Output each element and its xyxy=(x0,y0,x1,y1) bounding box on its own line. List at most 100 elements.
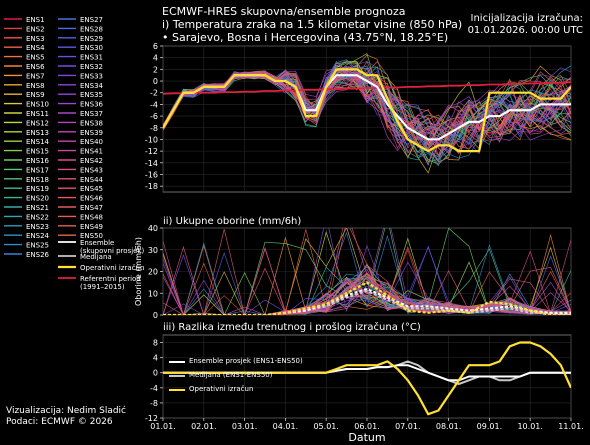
legend-label-ens34: ENS34 xyxy=(80,82,104,90)
y-tick-label: 0 xyxy=(153,311,158,320)
legend-label-ens41: ENS41 xyxy=(80,148,103,156)
difference-panel: 8 4 0 -4 -8 -12 iii) Razlika između trenutnog … xyxy=(145,321,572,423)
x-tick-label: 02.01. xyxy=(191,422,216,431)
series-line-ens49 xyxy=(163,229,571,315)
legend-label-ens45: ENS45 xyxy=(80,185,103,193)
temperature-panel: 6 4 2 0 -2 -4 -6 -8 -10 -12 -14 -16 -18 xyxy=(145,42,572,193)
legend-label-ens1: ENS1 xyxy=(26,16,45,24)
y-tick-label: -18 xyxy=(145,182,158,191)
credit-line-2: Podaci: ECMWF © 2026 xyxy=(6,417,113,427)
series-line-ens48 xyxy=(163,228,571,315)
legend-label-ens28: ENS28 xyxy=(80,25,103,33)
x-tick-label: 05.01. xyxy=(313,422,338,431)
x-tick-label: 04.01. xyxy=(273,422,298,431)
legend-label-ensemble: Ensemble xyxy=(80,239,114,247)
legend-sublabel-reference: (1991–2015) xyxy=(80,283,125,291)
legend-label-ens20: ENS20 xyxy=(26,195,49,203)
x-tick-label: 06.01. xyxy=(354,422,379,431)
x-axis-title: Datum xyxy=(348,431,385,444)
legend-label-ens32: ENS32 xyxy=(80,63,103,71)
legend-label-ens43: ENS43 xyxy=(80,166,103,174)
legend-label-ens2: ENS2 xyxy=(26,25,45,33)
plot-area xyxy=(163,341,571,416)
x-tick-label: 01.01. xyxy=(150,422,175,431)
legend-label-ens24: ENS24 xyxy=(26,232,50,240)
y-tick-label: -4 xyxy=(150,100,158,109)
legend-label-median: Medijana xyxy=(80,253,112,261)
legend-label-ens6: ENS6 xyxy=(26,63,45,71)
y-tick-label: -12 xyxy=(145,147,158,156)
legend-label-ens13: ENS13 xyxy=(26,129,49,137)
legend-label-ens35: ENS35 xyxy=(80,91,103,99)
legend-label-ens38: ENS38 xyxy=(80,119,103,127)
panel-legend: Ensemble prosjek (ENS1-ENS50) Medijana (E… xyxy=(169,357,303,393)
legend-label-ens39: ENS39 xyxy=(80,129,103,137)
series-line-ens42 xyxy=(163,71,571,141)
series-line-ens32 xyxy=(163,253,571,315)
y-tick-label: -4 xyxy=(150,384,158,393)
legend-label-ens12: ENS12 xyxy=(26,119,49,127)
legend-label-ens31: ENS31 xyxy=(80,54,103,62)
legend-label-ens16: ENS16 xyxy=(26,157,50,165)
legend-label-ens18: ENS18 xyxy=(26,176,49,184)
y-tick-label: 6 xyxy=(153,42,158,51)
y-tick-label: -14 xyxy=(145,159,158,168)
legend-label-ens11: ENS11 xyxy=(26,110,49,118)
y-tick-label: 10 xyxy=(148,289,158,298)
legend-label-ens42: ENS42 xyxy=(80,157,103,165)
x-tick-label: 03.01. xyxy=(232,422,257,431)
series-line-reference xyxy=(163,81,571,95)
y-tick-label: 0 xyxy=(153,77,158,86)
legend-label-operational: Operativni izračun xyxy=(80,264,144,272)
legend-label-ens33: ENS33 xyxy=(80,72,103,80)
y-tick-label: -10 xyxy=(145,135,158,144)
credit-line-1: Vizualizacija: Nedim Sladić xyxy=(6,405,126,416)
panel-legend-label-ensemble: Ensemble prosjek (ENS1-ENS50) xyxy=(189,357,303,365)
y-tick-label: 40 xyxy=(148,224,158,233)
init-label: Inicijalizacija izračuna: xyxy=(471,12,583,24)
panel-legend-label-median: Medijana (ENS1-ENS50) xyxy=(189,371,273,379)
precipitation-panel: 40 30 20 10 0 ii) Ukupne oborine (mm/6h) Obori… xyxy=(134,216,572,320)
y-tick-label: 20 xyxy=(148,268,158,277)
series-line-ens33 xyxy=(163,279,571,315)
y-tick-label: 4 xyxy=(153,354,158,363)
legend-label-ens9: ENS9 xyxy=(26,91,45,99)
panel-title: iii) Razlika između trenutnog i prošlog … xyxy=(163,321,421,333)
legend-label-ens17: ENS17 xyxy=(26,166,49,174)
x-tick-label: 11.01. xyxy=(558,422,583,431)
y-tick-label: 0 xyxy=(153,369,158,378)
legend-label-ens36: ENS36 xyxy=(80,101,104,109)
legend-label-ens23: ENS23 xyxy=(26,223,49,231)
plot-area xyxy=(163,228,571,315)
legend-label-reference: Referentni period xyxy=(80,275,141,283)
x-axis: 01.01. 02.01. 03.01. 04.01. 05.01. 06.01. 07.0… xyxy=(150,418,584,444)
panel-legend-label-operational: Operativni izračun xyxy=(189,385,253,393)
series-line-median xyxy=(163,290,571,315)
series-line-ens50 xyxy=(163,262,571,315)
legend-label-ens19: ENS19 xyxy=(26,185,49,193)
legend-label-ens30: ENS30 xyxy=(80,44,103,52)
series-line-ens36 xyxy=(163,276,571,315)
init-value: 01.01.2026. 00:00 UTC xyxy=(468,25,583,36)
series-line-ens43 xyxy=(163,250,571,315)
series-line-ens46 xyxy=(163,267,571,315)
y-tick-label: -6 xyxy=(150,112,158,121)
title-line-1: ECMWF-HRES skupovna/ensemble prognoza xyxy=(162,5,405,18)
legend-label-ens47: ENS47 xyxy=(80,204,103,212)
title-line-2: i) Temperatura zraka na 1.5 kilometar vi… xyxy=(162,18,462,31)
x-tick-label: 08.01. xyxy=(436,422,461,431)
series-line-operational xyxy=(163,341,571,416)
y-tick-label: -8 xyxy=(150,124,158,133)
x-tick-label: 07.01. xyxy=(395,422,420,431)
y-tick-label: -16 xyxy=(145,170,158,179)
legend-label-ens37: ENS37 xyxy=(80,110,103,118)
legend-label-ens25: ENS25 xyxy=(26,242,49,250)
legend-label-ens22: ENS22 xyxy=(26,213,49,221)
series-line-ens47 xyxy=(163,229,571,315)
legend-label-ens3: ENS3 xyxy=(26,35,45,43)
y-tick-label: -8 xyxy=(150,399,158,408)
legend-label-ens29: ENS29 xyxy=(80,35,103,43)
y-tick-label: 4 xyxy=(153,54,158,63)
